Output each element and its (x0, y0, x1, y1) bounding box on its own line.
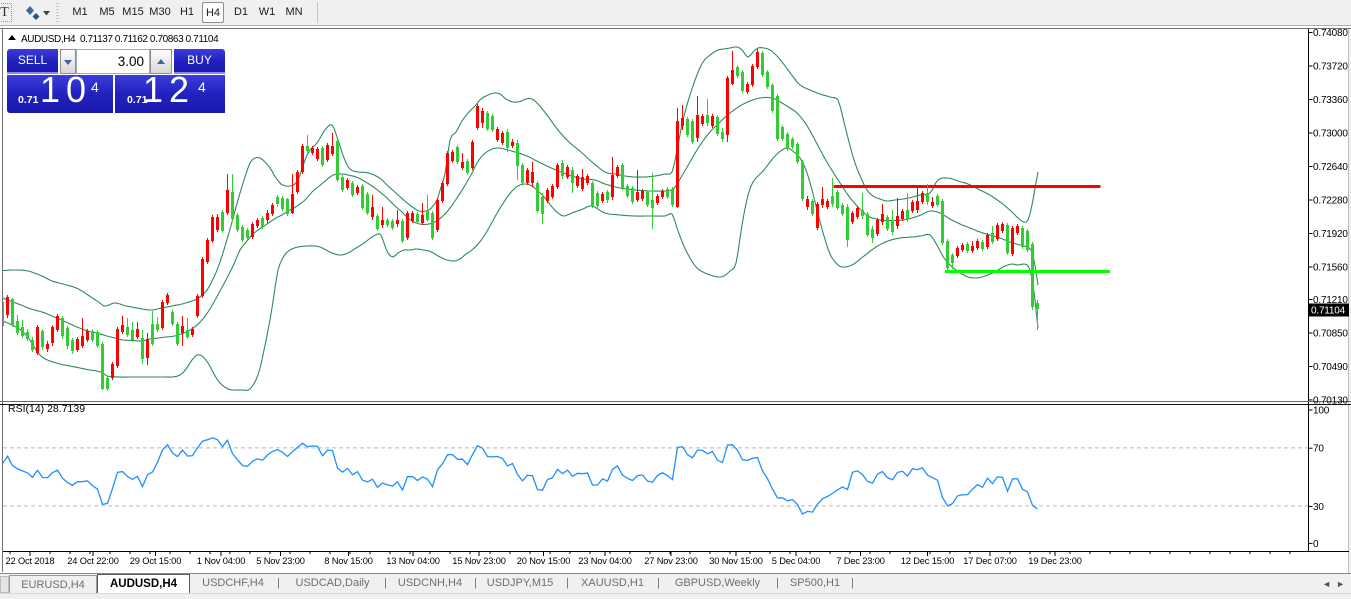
svg-text:7 Dec 23:00: 7 Dec 23:00 (836, 556, 884, 566)
svg-text:0.71104: 0.71104 (1311, 306, 1346, 317)
svg-text:RSI(14) 28.7139: RSI(14) 28.7139 (8, 403, 85, 415)
svg-text:20 Nov 15:00: 20 Nov 15:00 (517, 556, 571, 566)
svg-text:13 Nov 04:00: 13 Nov 04:00 (386, 556, 440, 566)
svg-text:0.71920: 0.71920 (1313, 229, 1348, 240)
svg-text:19 Dec 23:00: 19 Dec 23:00 (1028, 556, 1082, 566)
svg-text:70: 70 (1313, 444, 1324, 455)
svg-text:23 Nov 04:00: 23 Nov 04:00 (578, 556, 632, 566)
svg-text:27 Nov 23:00: 27 Nov 23:00 (644, 556, 698, 566)
svg-text:17 Dec 07:00: 17 Dec 07:00 (963, 556, 1017, 566)
svg-text:29 Oct 15:00: 29 Oct 15:00 (130, 556, 181, 566)
svg-text:15 Nov 23:00: 15 Nov 23:00 (452, 556, 506, 566)
svg-text:0.72280: 0.72280 (1313, 196, 1348, 207)
svg-text:8 Nov 15:00: 8 Nov 15:00 (324, 556, 372, 566)
svg-text:0.70850: 0.70850 (1313, 329, 1348, 340)
svg-text:5 Nov 23:00: 5 Nov 23:00 (256, 556, 304, 566)
svg-text:0.73720: 0.73720 (1313, 62, 1348, 73)
svg-text:0.74080: 0.74080 (1313, 28, 1348, 39)
svg-text:5 Dec 04:00: 5 Dec 04:00 (772, 556, 820, 566)
svg-text:0.71560: 0.71560 (1313, 263, 1348, 274)
svg-text:AUDUSD,H4 0.71137 0.71162 0.7: AUDUSD,H4 0.71137 0.71162 0.70863 0.7110… (21, 34, 219, 45)
svg-text:0.73360: 0.73360 (1313, 95, 1348, 106)
svg-text:30 Nov 15:00: 30 Nov 15:00 (709, 556, 763, 566)
svg-text:0.70490: 0.70490 (1313, 362, 1348, 373)
svg-text:22 Oct 2018: 22 Oct 2018 (5, 556, 54, 566)
svg-text:1 Nov 04:00: 1 Nov 04:00 (197, 556, 245, 566)
svg-text:0.71210: 0.71210 (1313, 295, 1348, 306)
svg-text:0: 0 (1313, 539, 1319, 550)
svg-text:12 Dec 15:00: 12 Dec 15:00 (901, 556, 955, 566)
svg-text:30: 30 (1313, 502, 1324, 513)
svg-text:100: 100 (1313, 406, 1330, 417)
svg-text:24 Oct 22:00: 24 Oct 22:00 (67, 556, 118, 566)
svg-text:0.70130: 0.70130 (1313, 395, 1348, 406)
svg-text:0.72640: 0.72640 (1313, 162, 1348, 173)
svg-text:0.73000: 0.73000 (1313, 129, 1348, 140)
